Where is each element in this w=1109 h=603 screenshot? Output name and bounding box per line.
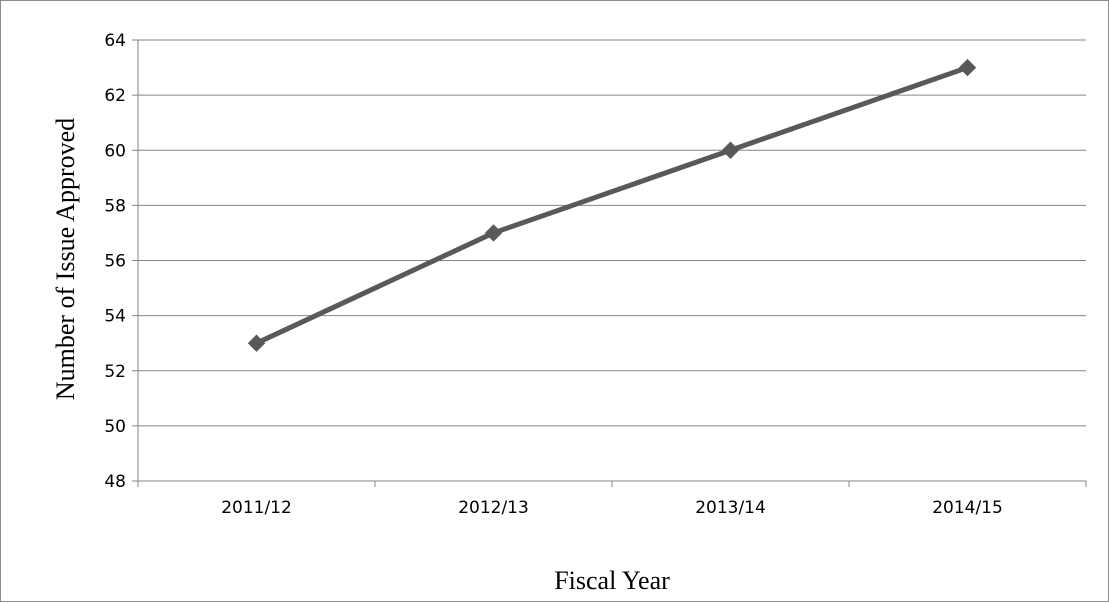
x-axis-title: Fiscal Year	[554, 566, 670, 595]
y-tick-label: 56	[104, 252, 126, 272]
data-point-marker	[247, 334, 266, 352]
y-tick-label: 58	[104, 196, 126, 216]
x-tick-label: 2014/15	[932, 498, 1003, 518]
x-tick-labels: 2011/12 2012/13 2013/14 2014/15	[221, 498, 1003, 518]
series-line	[254, 65, 970, 346]
y-tick-label: 52	[104, 362, 126, 382]
y-tick-label: 54	[104, 307, 126, 327]
x-tick-label: 2013/14	[695, 498, 766, 518]
data-point-marker	[721, 141, 740, 159]
y-tick-label: 64	[104, 31, 126, 51]
x-tick-label: 2012/13	[458, 498, 529, 518]
y-tick-labels: 48 50 52 54 56 58 60 62 64	[104, 31, 126, 492]
y-tick-label: 60	[104, 141, 126, 161]
gridlines	[138, 39, 1086, 427]
y-tick-label: 50	[104, 417, 126, 437]
series	[247, 58, 977, 352]
y-tick-label: 48	[104, 472, 126, 492]
axes	[132, 39, 1087, 487]
y-axis-title: Number of Issue Approved	[51, 118, 80, 400]
data-point-marker	[484, 224, 503, 242]
x-tick-label: 2011/12	[221, 498, 292, 518]
data-point-marker	[958, 58, 977, 77]
y-tick-label: 62	[104, 86, 126, 106]
